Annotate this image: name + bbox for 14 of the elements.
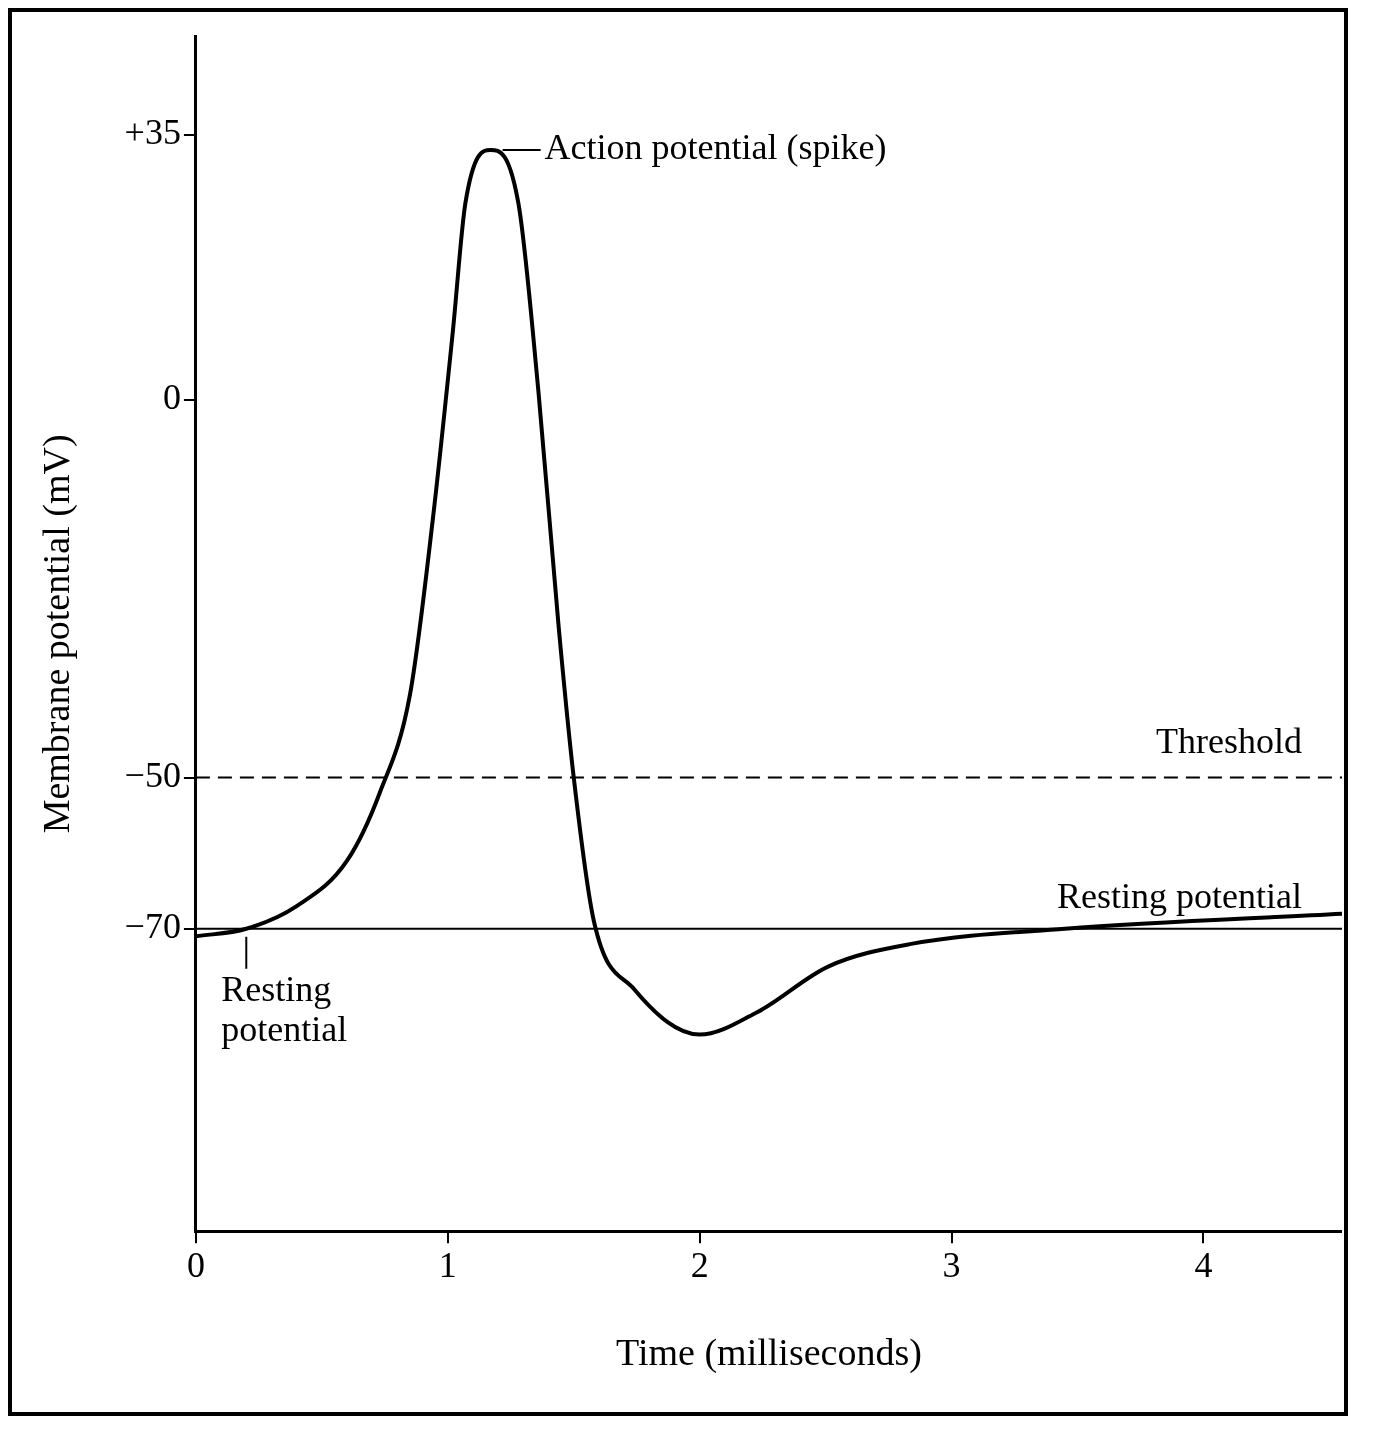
annotation: Action potential (spike)	[544, 127, 887, 168]
y-tick-label: 0	[162, 376, 181, 417]
y-tick-label: −50	[124, 755, 181, 796]
y-axis-title: Membrane potential (mV)	[34, 434, 78, 834]
x-axis-title: Time (milliseconds)	[616, 1331, 922, 1375]
ref-line-label: Threshold	[1156, 721, 1302, 762]
x-tick-label: 3	[942, 1245, 961, 1286]
y-tick-label: +35	[124, 112, 181, 153]
ref-line-label: Resting potential	[1057, 876, 1302, 917]
x-tick-label: 4	[1194, 1245, 1213, 1286]
x-tick-label: 2	[690, 1245, 709, 1286]
y-tick-label: −70	[124, 906, 181, 947]
annotation: Resting potential	[221, 969, 348, 1050]
x-tick-label: 1	[438, 1245, 457, 1286]
